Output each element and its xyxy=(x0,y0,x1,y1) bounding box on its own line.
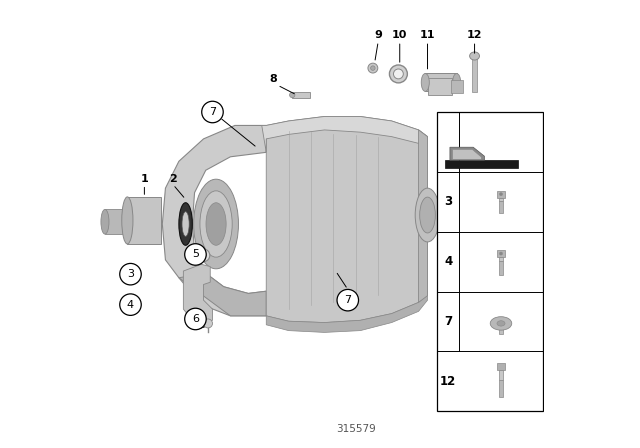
Bar xyxy=(292,92,310,98)
Text: 11: 11 xyxy=(420,30,435,40)
Polygon shape xyxy=(452,150,481,159)
Circle shape xyxy=(337,289,358,311)
Polygon shape xyxy=(266,291,428,332)
Ellipse shape xyxy=(499,252,502,255)
Ellipse shape xyxy=(182,212,189,237)
Polygon shape xyxy=(179,273,266,316)
Ellipse shape xyxy=(200,191,232,257)
Text: 2: 2 xyxy=(169,174,177,184)
Bar xyxy=(497,250,505,257)
Ellipse shape xyxy=(420,197,435,233)
Text: 8: 8 xyxy=(269,74,277,84)
Polygon shape xyxy=(184,264,212,323)
Ellipse shape xyxy=(490,317,512,330)
Polygon shape xyxy=(450,147,484,160)
Text: 12: 12 xyxy=(467,30,483,40)
Bar xyxy=(497,190,505,198)
Ellipse shape xyxy=(390,65,408,83)
Ellipse shape xyxy=(206,202,226,246)
Text: 6: 6 xyxy=(192,314,199,324)
Text: 5: 5 xyxy=(192,250,199,259)
Bar xyxy=(437,112,543,411)
Text: 1: 1 xyxy=(141,174,148,184)
Text: 10: 10 xyxy=(392,30,408,40)
Text: 4: 4 xyxy=(127,300,134,310)
Text: 4: 4 xyxy=(444,255,452,268)
Circle shape xyxy=(185,308,206,330)
Ellipse shape xyxy=(415,188,440,242)
Bar xyxy=(499,201,503,212)
Bar xyxy=(499,198,503,201)
Polygon shape xyxy=(262,116,428,152)
Circle shape xyxy=(201,253,206,258)
Ellipse shape xyxy=(452,73,461,91)
Ellipse shape xyxy=(394,69,403,79)
Bar xyxy=(499,257,503,261)
Text: 9: 9 xyxy=(374,30,382,40)
Ellipse shape xyxy=(194,179,239,269)
Text: 315579: 315579 xyxy=(336,424,376,434)
Polygon shape xyxy=(163,125,266,316)
Ellipse shape xyxy=(368,63,378,73)
Bar xyxy=(445,160,518,168)
Bar xyxy=(499,261,503,275)
Circle shape xyxy=(120,263,141,285)
Polygon shape xyxy=(419,130,428,302)
Circle shape xyxy=(120,294,141,315)
Bar xyxy=(497,363,504,370)
Bar xyxy=(499,370,503,380)
Text: 7: 7 xyxy=(444,315,452,328)
Bar xyxy=(105,209,129,234)
Bar xyxy=(472,55,477,92)
Bar xyxy=(127,197,161,244)
Circle shape xyxy=(185,244,206,265)
Ellipse shape xyxy=(101,210,109,234)
Bar xyxy=(451,80,463,93)
Bar xyxy=(428,78,452,95)
Ellipse shape xyxy=(289,92,295,98)
Text: 7: 7 xyxy=(209,107,216,117)
Circle shape xyxy=(197,249,210,262)
Bar xyxy=(499,324,503,335)
Text: 3: 3 xyxy=(444,195,452,208)
Circle shape xyxy=(202,101,223,123)
Text: 7: 7 xyxy=(344,295,351,305)
Ellipse shape xyxy=(122,197,133,244)
Ellipse shape xyxy=(497,321,505,326)
Polygon shape xyxy=(266,116,428,323)
Ellipse shape xyxy=(499,193,502,196)
Ellipse shape xyxy=(371,66,375,70)
Bar xyxy=(425,73,456,91)
Circle shape xyxy=(204,319,212,328)
Text: 3: 3 xyxy=(127,269,134,279)
Text: 12: 12 xyxy=(440,375,456,388)
Ellipse shape xyxy=(470,52,479,60)
Ellipse shape xyxy=(179,202,193,246)
Ellipse shape xyxy=(421,73,429,91)
Bar xyxy=(499,380,503,397)
